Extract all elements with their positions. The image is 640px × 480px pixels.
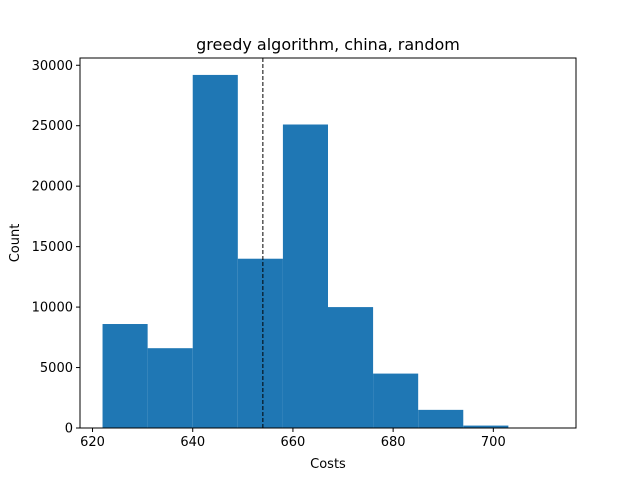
histogram-bar: [373, 373, 419, 428]
histogram-bar: [282, 124, 328, 428]
x-tick-label: 700: [481, 435, 506, 450]
histogram-bar: [237, 258, 283, 428]
y-tick-label: 10000: [32, 301, 73, 316]
histogram-bar: [418, 409, 464, 428]
histogram-bar: [463, 425, 509, 428]
plot-area-frame: [79, 57, 577, 429]
y-tick-label: 5000: [40, 361, 73, 376]
y-axis-label: Count: [8, 224, 23, 263]
x-tick-label: 660: [281, 435, 306, 450]
y-tick-label: 0: [65, 422, 73, 437]
y-tick-label: 20000: [32, 180, 73, 195]
y-tick-label: 15000: [32, 240, 73, 255]
bars-group: [102, 74, 509, 429]
histogram-bar: [328, 307, 374, 428]
x-tick-label: 640: [180, 435, 205, 450]
y-axis-ticks: 0 5000 10000 15000 20000 25000 30000: [32, 59, 80, 437]
x-tick-label: 680: [381, 435, 406, 450]
chart-title: greedy algorithm, china, random: [196, 35, 460, 54]
histogram-bar: [102, 324, 148, 428]
histogram-bar: [192, 74, 238, 429]
y-tick-label: 30000: [32, 59, 73, 74]
x-axis-label: Costs: [310, 457, 346, 472]
histogram-bar: [147, 348, 193, 428]
x-axis-ticks: 620 640 660 680 700: [80, 428, 506, 450]
x-tick-label: 620: [80, 435, 105, 450]
y-tick-label: 25000: [32, 119, 73, 134]
